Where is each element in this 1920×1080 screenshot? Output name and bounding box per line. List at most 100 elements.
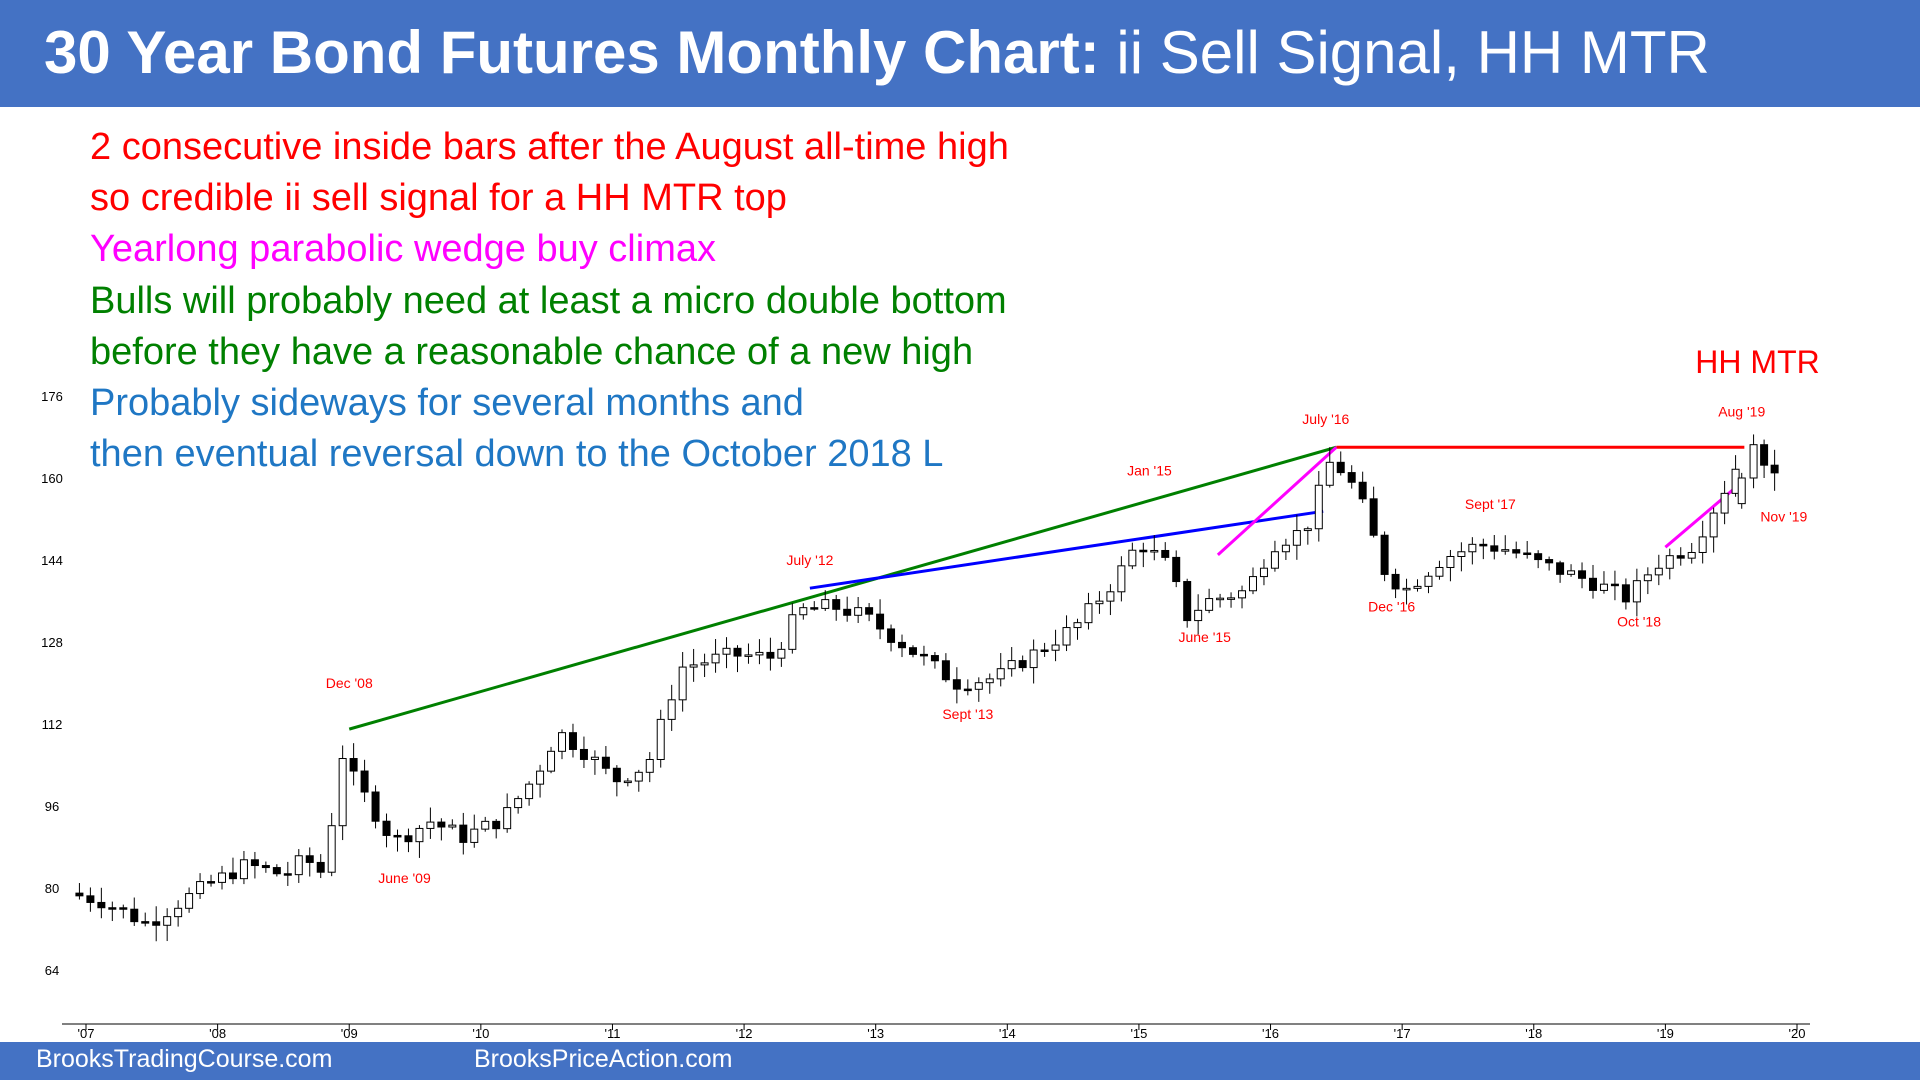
candle-body — [996, 668, 1005, 680]
candle — [832, 594, 841, 621]
candle — [876, 599, 885, 640]
y-tick-label: 160 — [41, 471, 63, 486]
candle-body — [108, 907, 117, 910]
candle — [1749, 434, 1758, 489]
axis-layer: 64 80 96 112 128 144 160 176 '07 '08 '09 '10 '11 '12 '… — [41, 389, 1810, 1040]
candle — [470, 814, 479, 848]
y-tick-label: 64 — [45, 963, 59, 978]
candle-body — [1238, 590, 1247, 599]
candle — [1369, 486, 1378, 538]
candle-body — [1523, 552, 1532, 556]
candle — [755, 639, 764, 665]
candle-body — [239, 859, 248, 880]
candle — [974, 677, 983, 702]
footer-website-right: BrooksPriceAction.com — [474, 1045, 733, 1073]
candle — [1737, 472, 1746, 509]
candle — [218, 865, 227, 890]
candle — [952, 667, 961, 704]
candle — [283, 861, 292, 886]
candle-body — [1621, 584, 1630, 603]
candle-body — [1347, 472, 1356, 483]
candle-body — [294, 855, 303, 876]
candle-body — [1248, 576, 1257, 592]
candle-body — [832, 599, 841, 610]
candle-body — [1139, 549, 1148, 553]
candle-body — [1270, 551, 1279, 569]
note-line: before they have a reasonable chance of … — [90, 330, 974, 373]
candle-body — [601, 756, 610, 769]
candle-body — [448, 824, 457, 828]
candle — [1139, 542, 1148, 568]
candle — [1248, 567, 1257, 595]
candle — [1512, 541, 1521, 559]
candle-body — [525, 783, 534, 800]
candle — [1150, 535, 1159, 561]
candle-body — [492, 820, 501, 830]
candle-body — [777, 648, 786, 659]
candle — [196, 873, 205, 899]
candle-body — [645, 758, 654, 773]
candle-body — [558, 732, 567, 752]
candle — [711, 639, 720, 673]
candle-body — [930, 655, 939, 662]
candle-body — [1737, 477, 1746, 505]
swing-label: June '09 — [378, 870, 431, 886]
candle — [1446, 549, 1455, 582]
candle-body — [1150, 549, 1159, 553]
candle-body — [1709, 512, 1718, 538]
candle — [777, 642, 786, 667]
swing-label: Nov '19 — [1760, 509, 1807, 525]
candle-body — [1413, 585, 1422, 589]
candle-body — [1599, 583, 1608, 591]
candle-body — [514, 798, 523, 809]
candle-body — [1095, 600, 1104, 605]
candle-body — [887, 628, 896, 643]
candle-body — [1479, 543, 1488, 547]
y-tick-label: 176 — [41, 389, 63, 404]
candle-body — [536, 770, 545, 785]
candle-body — [1172, 556, 1181, 583]
candle — [1172, 550, 1181, 588]
candle-body — [1227, 597, 1236, 600]
candle-body — [1314, 484, 1323, 530]
candle — [1556, 560, 1565, 583]
title-rest-part: ii Sell Signal, HH MTR — [1099, 19, 1710, 86]
candle — [75, 883, 84, 900]
candle-body — [1749, 444, 1758, 479]
candle-body — [141, 921, 150, 924]
candle-body — [985, 678, 994, 684]
candle — [1720, 480, 1729, 525]
candle-body — [1556, 562, 1565, 575]
candle — [645, 752, 654, 783]
candle — [854, 596, 863, 624]
candle — [97, 887, 106, 919]
candle-body — [1610, 583, 1619, 587]
candle-body — [327, 825, 336, 873]
candle — [514, 795, 523, 814]
page-title: 30 Year Bond Futures Monthly Chart: ii S… — [44, 18, 1710, 87]
candle-body — [1292, 530, 1301, 546]
candle-body — [634, 771, 643, 782]
candle-body — [678, 666, 687, 701]
candle-body — [700, 662, 709, 666]
candle — [1676, 547, 1685, 566]
candle-body — [865, 607, 874, 615]
candle — [338, 745, 347, 841]
candle — [590, 750, 599, 775]
candle — [1347, 465, 1356, 489]
candle-body — [1468, 543, 1477, 553]
candle-body — [1687, 551, 1696, 559]
swing-label: Sept '13 — [942, 706, 993, 722]
candle — [1336, 451, 1345, 476]
candle-body — [1490, 545, 1499, 552]
candle — [667, 684, 676, 731]
candle — [1314, 471, 1323, 542]
candle — [272, 864, 281, 877]
candle — [448, 819, 457, 830]
candle — [1073, 618, 1082, 640]
candle — [207, 874, 216, 887]
candle — [1760, 439, 1769, 478]
candle — [152, 906, 161, 942]
candle-body — [371, 791, 380, 822]
candle — [1007, 647, 1016, 677]
